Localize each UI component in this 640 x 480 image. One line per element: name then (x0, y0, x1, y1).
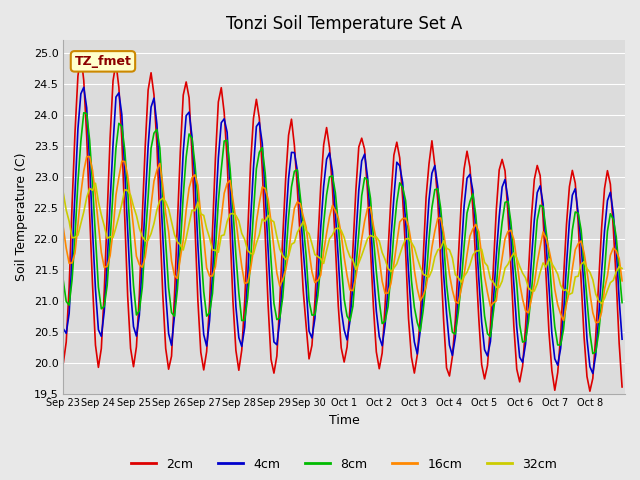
Legend: 2cm, 4cm, 8cm, 16cm, 32cm: 2cm, 4cm, 8cm, 16cm, 32cm (126, 453, 562, 476)
Y-axis label: Soil Temperature (C): Soil Temperature (C) (15, 153, 28, 281)
X-axis label: Time: Time (329, 414, 360, 427)
Title: Tonzi Soil Temperature Set A: Tonzi Soil Temperature Set A (226, 15, 462, 33)
Text: TZ_fmet: TZ_fmet (74, 55, 131, 68)
